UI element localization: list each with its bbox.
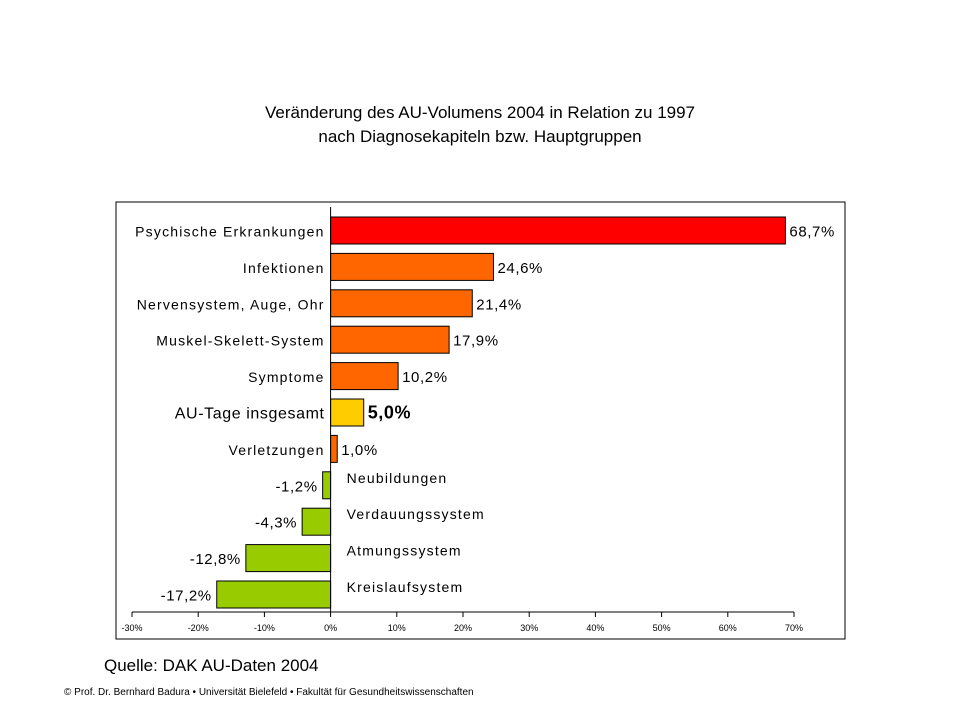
value-label: -1,2% <box>275 478 317 495</box>
category-label: Atmungssystem <box>347 543 462 559</box>
bar <box>330 362 399 391</box>
x-tick-label: -20% <box>188 623 209 633</box>
x-tick-label: 40% <box>586 623 604 633</box>
x-tick-label: 20% <box>454 623 472 633</box>
bar <box>330 325 450 354</box>
source-note: Quelle: DAK AU-Daten 2004 <box>104 656 319 675</box>
chart-title: Veränderung des AU-Volumens 2004 in Rela… <box>0 101 960 149</box>
category-label: Verletzungen <box>228 442 324 458</box>
value-label: 68,7% <box>789 224 835 241</box>
copyright-footer: © Prof. Dr. Bernhard Badura • Universitä… <box>64 687 474 698</box>
value-label: 24,6% <box>497 260 543 277</box>
bar <box>330 252 494 281</box>
bar <box>330 434 338 463</box>
bar <box>216 580 332 609</box>
bar <box>330 216 786 245</box>
value-label: -12,8% <box>190 551 241 568</box>
chart-title-line1: Veränderung des AU-Volumens 2004 in Rela… <box>264 103 696 122</box>
category-label: Symptome <box>248 369 325 385</box>
x-tick-label: 50% <box>653 623 671 633</box>
category-label: Muskel-Skelett-System <box>156 333 324 349</box>
value-label: 21,4% <box>476 296 522 313</box>
category-label: AU-Tage insgesamt <box>175 406 325 423</box>
category-label: Kreislaufsystem <box>347 579 464 595</box>
x-tick-label: 30% <box>520 623 538 633</box>
value-label: -17,2% <box>161 588 212 605</box>
category-label: Neubildungen <box>347 470 448 486</box>
bar <box>330 289 473 318</box>
category-label: Infektionen <box>243 260 325 276</box>
bar <box>301 507 332 536</box>
x-tick-label: -10% <box>254 623 275 633</box>
bar <box>330 398 365 427</box>
chart-title-line2: nach Diagnosekapiteln bzw. Hauptgruppen <box>318 127 642 146</box>
x-tick-label: 70% <box>785 623 803 633</box>
x-tick-label: -30% <box>121 623 142 633</box>
x-tick-label: 10% <box>388 623 406 633</box>
bar <box>245 544 332 573</box>
value-label: 10,2% <box>402 369 448 386</box>
x-tick-label: 60% <box>719 623 737 633</box>
bar <box>322 471 332 500</box>
category-label: Verdauungssystem <box>347 506 485 522</box>
category-label: Nervensystem, Auge, Ohr <box>137 296 325 312</box>
value-label: 5,0% <box>368 403 411 423</box>
x-tick-label: 0% <box>324 623 337 633</box>
value-label: 1,0% <box>341 442 378 459</box>
value-label: -4,3% <box>255 515 297 532</box>
value-label: 17,9% <box>453 333 499 350</box>
category-label: Psychische Erkrankungen <box>135 224 324 240</box>
